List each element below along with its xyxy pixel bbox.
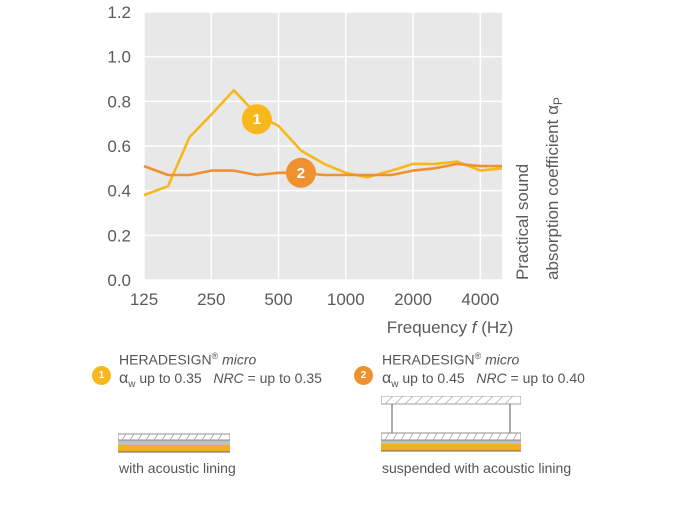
legend-1-nrc-text: = up to 0.35 xyxy=(243,369,322,386)
legend-1-values: αw up to 0.35 NRC = up to 0.35 xyxy=(119,369,322,394)
section-2-lining-hatch xyxy=(384,432,518,441)
legend-1-alpha-text: up to 0.35 xyxy=(135,369,202,386)
x-tick-label-0: 125 xyxy=(130,290,158,309)
y-tick-label-1: 0.2 xyxy=(107,226,131,245)
legend-2-brand: HERADESIGN® micro xyxy=(382,347,585,369)
series-line-2 xyxy=(143,162,502,177)
y-axis-title-line2-text: absorption coefficient α xyxy=(543,105,562,280)
x-axis-title-prefix: Frequency xyxy=(387,318,472,337)
y-tick-label-4: 0.8 xyxy=(107,92,131,111)
x-tick-label-1: 250 xyxy=(197,290,225,309)
section-2-slab-hatch xyxy=(384,396,514,405)
section-2-ceiling-slab xyxy=(381,396,521,405)
section-2-board xyxy=(381,440,521,444)
x-tick-label-5: 4000 xyxy=(461,290,499,309)
legend-1-brand-name: HERADESIGN xyxy=(119,351,212,368)
legend-1-product: micro xyxy=(222,351,257,368)
legend-2-marker: 2 xyxy=(354,366,373,385)
x-tick-labels: 125 250 500 1000 2000 4000 xyxy=(130,290,499,309)
legend-2-nrc-text: = up to 0.40 xyxy=(506,369,585,386)
series-markers: 12 xyxy=(241,104,316,188)
y-tick-label-0: 0.0 xyxy=(107,271,131,290)
x-axis-title-var: f xyxy=(472,318,479,337)
x-tick-label-4: 2000 xyxy=(394,290,432,309)
x-axis-title: Frequency f (Hz) xyxy=(387,318,514,337)
legend-2-nrc-label: NRC xyxy=(476,369,507,386)
section-1-lining-hatch xyxy=(121,433,223,441)
legend-2-alpha-text: up to 0.45 xyxy=(398,369,465,386)
section-1-board xyxy=(118,440,230,445)
legend-1-alpha-sub: w xyxy=(128,378,136,390)
grid xyxy=(143,11,502,281)
y-tick-label-2: 0.4 xyxy=(107,182,131,201)
legend-1-reg: ® xyxy=(211,351,219,361)
legend-1-marker: 1 xyxy=(92,366,111,385)
legend-2-product: micro xyxy=(485,351,520,368)
y-tick-labels: 0.0 0.2 0.4 0.6 0.8 1.0 1.2 xyxy=(107,3,131,290)
legend-1-nrc-label: NRC xyxy=(213,369,244,386)
section-1-panel xyxy=(118,445,230,452)
section-1-caption: with acoustic lining xyxy=(119,460,236,476)
y-axis-title-line1: Practical sound xyxy=(513,164,532,280)
legend-1-brand: HERADESIGN® micro xyxy=(119,347,322,369)
legend-2-alpha-symbol: α xyxy=(382,369,392,387)
series-marker-2 xyxy=(285,157,316,188)
x-tick-label-2: 500 xyxy=(264,290,292,309)
absorption-chart: 0.0 0.2 0.4 0.6 0.8 1.0 1.2 125 250 500 1000 2000 4… xyxy=(107,3,565,337)
section-2-caption: suspended with acoustic lining xyxy=(382,460,572,476)
x-tick-label-3: 1000 xyxy=(327,290,365,309)
y-tick-label-3: 0.6 xyxy=(107,137,131,156)
legend-entry-2: HERADESIGN® micro αw up to 0.45 NRC = up… xyxy=(382,347,585,393)
series-marker-label-1: 1 xyxy=(253,111,261,128)
y-axis-title-subscript: P xyxy=(551,97,565,105)
section-drawing-suspended xyxy=(381,396,521,452)
y-tick-label-6: 1.2 xyxy=(107,3,131,22)
y-axis-title-line2: absorption coefficient αP xyxy=(543,97,565,280)
series-marker-1 xyxy=(241,104,272,135)
x-axis-title-suffix: (Hz) xyxy=(476,318,513,337)
legend-2-reg: ® xyxy=(474,351,482,361)
section-2-panel xyxy=(381,444,521,451)
legend-entry-1: HERADESIGN® micro αw up to 0.35 NRC = up… xyxy=(119,347,322,393)
y-tick-label-5: 1.0 xyxy=(107,48,131,67)
series-line-1 xyxy=(143,88,503,197)
section-drawing-with-lining xyxy=(118,433,230,453)
series-lines xyxy=(143,88,503,197)
legend-2-alpha-sub: w xyxy=(391,378,399,390)
legend-2-brand-name: HERADESIGN xyxy=(382,351,475,368)
legend-1-alpha-symbol: α xyxy=(119,369,129,387)
legend-2-values: αw up to 0.45 NRC = up to 0.40 xyxy=(382,369,585,394)
series-marker-label-2: 2 xyxy=(297,165,305,182)
